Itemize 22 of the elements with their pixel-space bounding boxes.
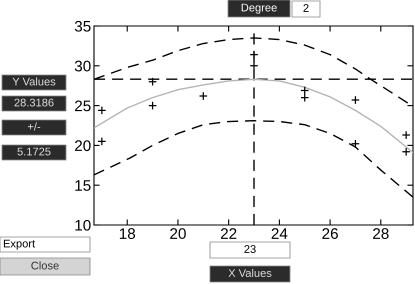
x-tick-label: 22 [220, 228, 236, 239]
text: 5.1725 [17, 148, 51, 156]
text: 28.3186 [14, 98, 54, 106]
x-tick-label: 28 [373, 228, 389, 239]
text: 23 [244, 245, 256, 253]
y-tick-label: 25 [75, 100, 91, 112]
text: 2 [303, 4, 309, 12]
x-tick-label: 18 [120, 228, 136, 239]
x-tick-label: 26 [322, 228, 338, 239]
x-tick-label: 20 [170, 228, 186, 239]
y-tick-label: 20 [75, 140, 91, 152]
text: X Values [228, 268, 272, 277]
text: Y Values [12, 77, 56, 86]
text: Close [31, 261, 59, 270]
text: +/- [28, 122, 40, 130]
y-tick-label: 10 [75, 220, 91, 231]
y-tick-label: 15 [75, 180, 91, 191]
y-tick-label: 35 [74, 20, 91, 32]
text: Export [4, 240, 36, 250]
x-tick-label: 24 [272, 228, 288, 239]
y-tick-label: 30 [74, 60, 91, 72]
text: Degree [242, 4, 277, 14]
